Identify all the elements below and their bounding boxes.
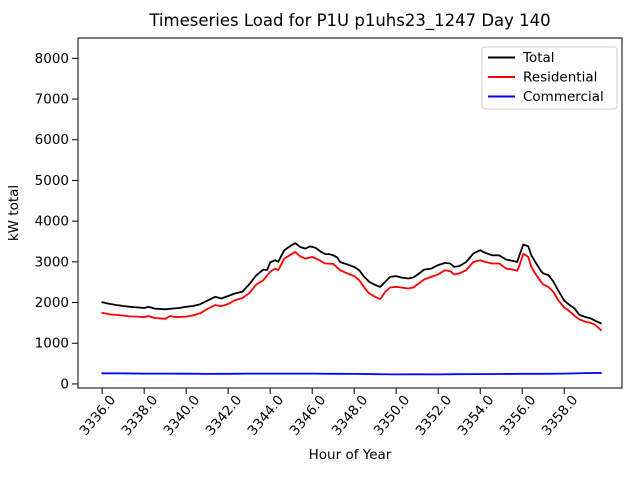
y-axis-tick-label: 5000	[35, 173, 69, 189]
y-axis-tick-label: 7000	[35, 92, 69, 108]
legend-label-residential: Residential	[523, 70, 597, 86]
y-axis-tick-label: 8000	[35, 51, 69, 67]
x-axis-tick-label: 3336.0	[77, 392, 120, 438]
y-axis-tick-label: 0	[60, 376, 69, 392]
y-axis-tick-label: 4000	[35, 214, 69, 230]
x-axis-tick-label: 3348.0	[329, 392, 372, 438]
x-axis-tick-label: 3346.0	[287, 392, 330, 438]
y-axis-label: kW total	[6, 185, 22, 241]
plot-border	[77, 37, 623, 389]
y-axis-tick-label: 6000	[35, 132, 69, 148]
x-axis-tick-label: 3342.0	[203, 392, 246, 438]
series-residential-line	[101, 250, 602, 332]
x-axis-tick-label: 3338.0	[119, 392, 162, 438]
x-axis-tick-label: 3344.0	[245, 392, 288, 438]
x-axis-tick-label: 3354.0	[455, 392, 498, 438]
x-axis-tick-label: 3350.0	[371, 392, 414, 438]
series-commercial-line	[101, 371, 602, 376]
legend-label-commercial: Commercial	[523, 89, 604, 105]
x-axis-tick-label: 3356.0	[497, 392, 540, 438]
x-axis-tick-label: 3358.0	[539, 392, 582, 438]
y-axis-tick-label: 3000	[35, 254, 69, 270]
chart-title: Timeseries Load for P1U p1uhs23_1247 Day…	[148, 11, 550, 31]
legend-label-total: Total	[522, 50, 555, 66]
y-axis-tick-label: 1000	[35, 336, 69, 352]
x-axis-tick-label: 3340.0	[161, 392, 204, 438]
series-total-line	[101, 242, 602, 325]
legend-box	[481, 46, 618, 110]
x-axis-label: Hour of Year	[309, 447, 392, 463]
y-axis-tick-label: 2000	[35, 295, 69, 311]
x-axis-tick-label: 3352.0	[413, 392, 456, 438]
